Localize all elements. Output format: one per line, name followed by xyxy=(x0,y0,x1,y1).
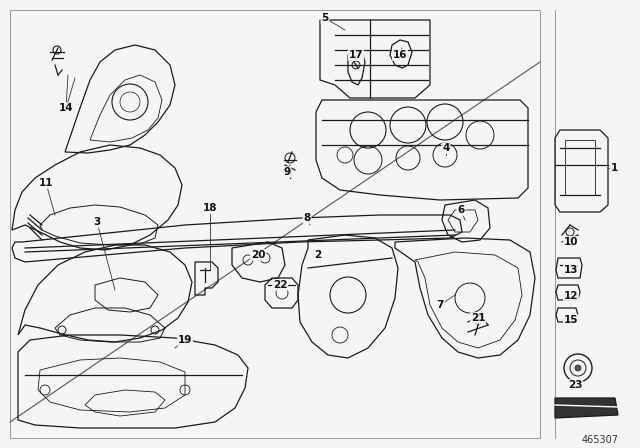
Text: 2: 2 xyxy=(314,250,322,260)
Bar xyxy=(10,10,540,438)
Text: 8: 8 xyxy=(303,213,310,223)
Text: 9: 9 xyxy=(284,167,291,177)
Text: 19: 19 xyxy=(178,335,192,345)
Text: 6: 6 xyxy=(458,205,465,215)
Text: 11: 11 xyxy=(39,178,53,188)
Text: 13: 13 xyxy=(564,265,579,275)
Circle shape xyxy=(575,365,581,371)
Text: 22: 22 xyxy=(273,280,287,290)
Text: 3: 3 xyxy=(93,217,100,227)
Text: 23: 23 xyxy=(568,380,582,390)
Text: 15: 15 xyxy=(564,315,579,325)
Bar xyxy=(565,140,595,195)
Text: 21: 21 xyxy=(471,313,485,323)
Text: 5: 5 xyxy=(321,13,328,23)
Text: 14: 14 xyxy=(59,103,74,113)
Text: 16: 16 xyxy=(393,50,407,60)
Text: 4: 4 xyxy=(442,143,450,153)
Text: 20: 20 xyxy=(251,250,265,260)
Text: 18: 18 xyxy=(203,203,217,213)
Text: 10: 10 xyxy=(564,237,579,247)
Text: 12: 12 xyxy=(564,291,579,301)
Polygon shape xyxy=(555,398,618,418)
Text: 465307: 465307 xyxy=(582,435,618,445)
Text: 17: 17 xyxy=(349,50,364,60)
Text: 7: 7 xyxy=(436,300,444,310)
Text: 1: 1 xyxy=(611,163,618,173)
